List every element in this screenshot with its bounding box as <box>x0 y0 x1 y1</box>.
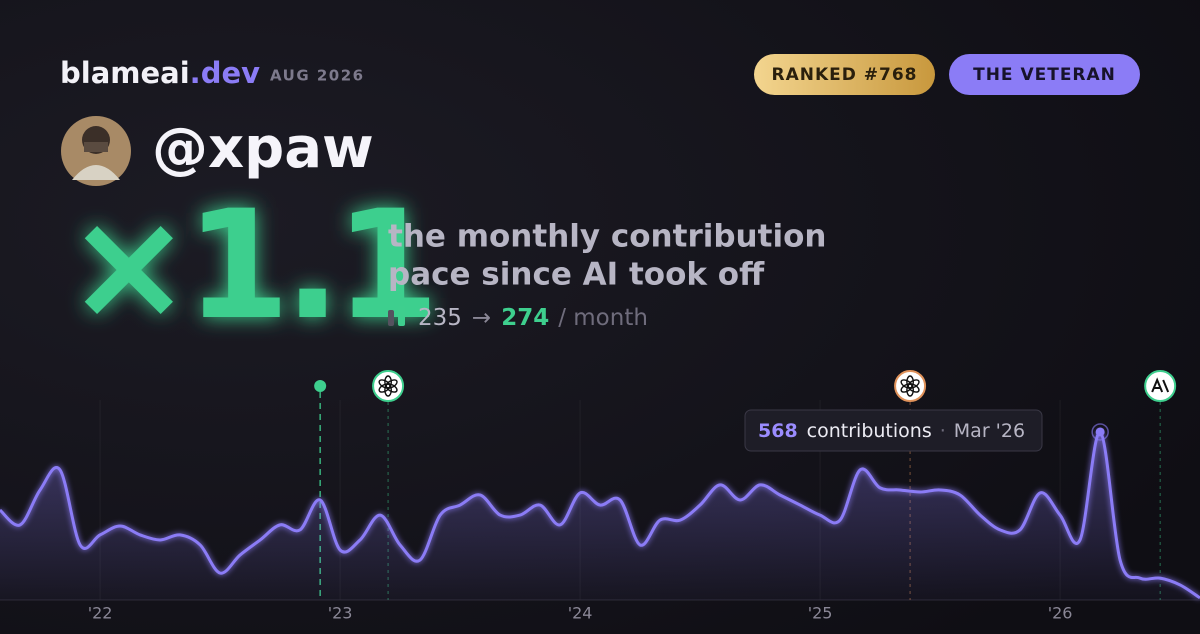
avatar <box>61 116 131 186</box>
pace-before: 235 <box>418 305 462 331</box>
event-icon <box>1144 370 1177 402</box>
icon-petal <box>900 379 913 389</box>
pace-after: 274 <box>501 305 549 331</box>
tooltip-value: 568 <box>758 420 798 442</box>
tooltip-separator: · <box>940 420 946 442</box>
persona-badge <box>949 54 1140 95</box>
area <box>0 431 1200 600</box>
pace: 235 → 274 / month <box>418 305 648 331</box>
event-icon <box>894 370 927 402</box>
tooltip-date: Mar '26 <box>954 420 1025 442</box>
icon-petal <box>378 379 391 389</box>
handle: @xpaw <box>152 116 374 181</box>
event-dot <box>314 380 327 392</box>
x-tick-label: '22 <box>88 604 113 623</box>
tooltip-label: contributions <box>807 420 932 442</box>
event-badge <box>372 370 405 402</box>
pace-icon <box>398 306 405 326</box>
event-badge <box>894 370 927 402</box>
tooltip: 568 contributions · Mar '26 <box>744 409 1043 452</box>
persona-text: THE VETERAN <box>973 65 1116 85</box>
pace-arrow: → <box>472 305 491 331</box>
description-line: the monthly contribution <box>388 219 826 255</box>
rank-badge <box>754 54 935 95</box>
chart: '22 '23 '24 '25 '26 <box>0 370 1200 623</box>
description-line: pace since AI took off <box>388 257 765 293</box>
period: AUG 2026 <box>270 67 365 85</box>
tooltip-box <box>744 409 1043 452</box>
multiplier: ×1.1 <box>66 179 433 353</box>
pace-icon <box>388 310 394 326</box>
tooltip-text: 568 contributions · Mar '26 <box>758 420 1025 442</box>
event-icon <box>372 370 405 402</box>
pace-unit: / month <box>558 305 648 331</box>
highlight-dot <box>1095 427 1105 437</box>
brand-name: blameai <box>60 56 190 90</box>
line <box>0 430 1200 600</box>
x-tick-label: '26 <box>1048 604 1073 623</box>
rank-text: RANKED #768 <box>771 65 917 85</box>
brand: blameai.dev <box>60 56 260 90</box>
highlight-ring <box>1091 423 1109 441</box>
x-tick-label: '23 <box>328 604 353 623</box>
brand-tld: .dev <box>190 56 260 90</box>
x-tick-label: '25 <box>808 604 833 623</box>
icon-glyph <box>1151 377 1170 393</box>
x-tick-label: '24 <box>568 604 593 623</box>
